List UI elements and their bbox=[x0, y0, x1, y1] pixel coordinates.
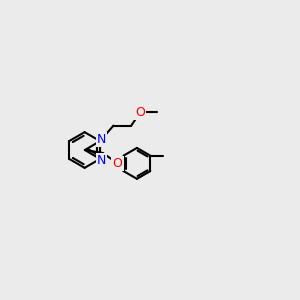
Text: N: N bbox=[97, 133, 106, 146]
Text: O: O bbox=[113, 157, 122, 170]
Text: N: N bbox=[97, 154, 106, 167]
Text: O: O bbox=[135, 106, 145, 119]
